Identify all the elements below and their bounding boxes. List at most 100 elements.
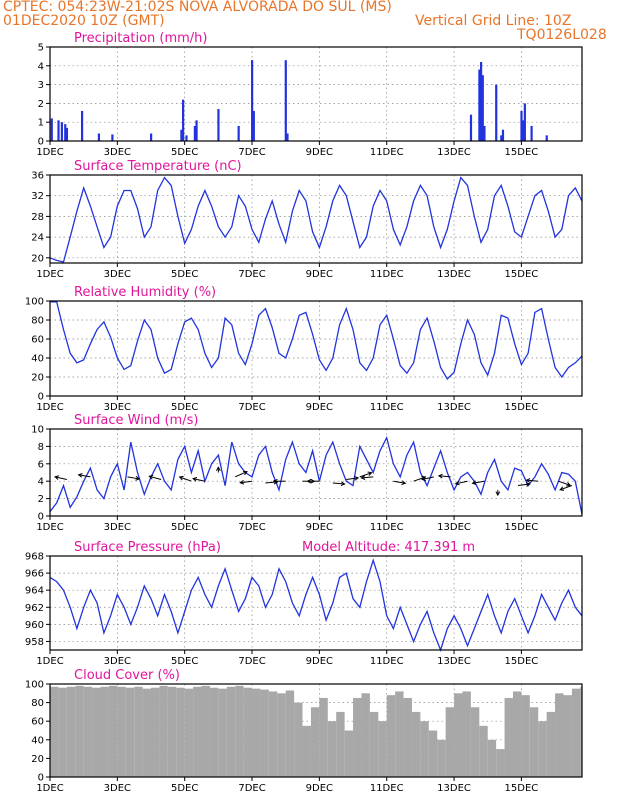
humidity-ytick-label: 80 — [31, 316, 44, 327]
cloud-bar — [369, 711, 379, 777]
humidity-xtick-label: 7DEC — [238, 402, 265, 413]
precipitation-title: Precipitation (mm/h) — [74, 31, 207, 46]
precip-bar — [286, 133, 289, 141]
wind-arrow — [526, 479, 539, 482]
precip-bar — [545, 135, 548, 141]
wind-arrow-head — [215, 466, 221, 472]
wind-xtick-label: 13DEC — [437, 522, 471, 533]
precip-bar — [180, 129, 183, 141]
cloud-bar — [580, 686, 582, 777]
pressure-ytick-label: 966 — [25, 569, 44, 580]
precipitation-ytick-label: 3 — [38, 80, 44, 91]
temperature-panel: 20 24 28 32 36 1DEC 3DEC 5DEC 7DEC 9DEC 11DEC 13DEC… — [31, 159, 583, 280]
cloud-bar — [167, 686, 177, 777]
humidity-line — [50, 301, 583, 380]
pressure-xtick-label: 5DEC — [171, 656, 198, 667]
cloud-bar — [512, 691, 522, 777]
cloud-cover-ytick-label: 80 — [31, 698, 44, 709]
humidity-ytick-label: 0 — [38, 392, 44, 403]
precip-bar — [237, 125, 240, 141]
cloud-bar — [50, 686, 59, 777]
temperature-line — [49, 176, 583, 263]
cloud-bar — [58, 687, 67, 777]
precip-bar — [80, 110, 84, 141]
temperature-xtick-label: 7DEC — [238, 269, 265, 280]
wind-arrow — [559, 485, 573, 491]
pressure-ytick-label: 962 — [25, 603, 44, 614]
cloud-bar — [504, 697, 513, 777]
precipitation-xtick-label: 9DEC — [306, 147, 333, 158]
cloud-bar — [395, 691, 404, 777]
cloud-bar — [302, 725, 311, 777]
pressure-line — [49, 558, 583, 652]
wind-arrow — [179, 476, 192, 482]
wind-arrow-head — [54, 475, 60, 480]
wind-arrow-head — [367, 471, 373, 476]
precip-bar — [530, 125, 533, 141]
pressure-ytick-label: 960 — [25, 620, 44, 631]
cloud-cover-xtick-label: 5DEC — [171, 783, 198, 794]
wind-arrow — [558, 480, 571, 486]
cloud-bar — [437, 739, 446, 777]
temperature-xtick-label: 9DEC — [306, 269, 333, 280]
precipitation-xtick-label: 11DEC — [370, 147, 404, 158]
precip-bar — [500, 135, 503, 141]
cloud-bar — [83, 686, 93, 777]
temperature-xtick-label: 15DEC — [505, 269, 539, 280]
wind-xtick-label: 9DEC — [306, 522, 333, 533]
precipitation-xtick-label: 13DEC — [437, 147, 471, 158]
model-id: TQ0126L028 — [517, 27, 607, 43]
precip-bar — [217, 109, 220, 141]
temperature-frame — [49, 174, 583, 264]
pressure-xtick-label: 11DEC — [370, 656, 404, 667]
precip-bar — [483, 125, 486, 141]
wind-arrow — [421, 476, 434, 480]
humidity-xtick-label: 11DEC — [370, 402, 404, 413]
cloud-bar — [411, 711, 421, 777]
wind-arrow-head — [525, 482, 531, 487]
precip-bar — [57, 120, 60, 141]
humidity-xtick-label: 3DEC — [104, 402, 131, 413]
pressure-ytick-label: 958 — [25, 637, 44, 648]
temperature-xtick-label: 3DEC — [104, 269, 131, 280]
cloud-bar — [125, 687, 135, 777]
cloud-bar — [243, 687, 253, 777]
grid-line-note: Vertical Grid Line: 10Z — [415, 13, 572, 29]
precip-bar — [50, 118, 53, 141]
cloud-bar — [353, 697, 362, 777]
cloud-cover-ytick-label: 60 — [31, 717, 44, 728]
cloud-bar — [66, 686, 76, 777]
humidity-ytick-label: 20 — [31, 373, 44, 384]
cloud-bar — [319, 697, 328, 777]
wind-arrow — [346, 477, 359, 480]
precipitation-ytick-label: 2 — [38, 99, 44, 110]
precipitation-xtick-label: 5DEC — [171, 147, 198, 158]
cloud-bar — [470, 707, 480, 777]
pressure-ytick-label: 968 — [25, 552, 44, 563]
cloud-bar — [479, 725, 488, 777]
precip-bar — [522, 120, 525, 141]
temperature-xtick-label: 5DEC — [171, 269, 198, 280]
wind-arrow — [472, 480, 485, 484]
precipitation-ytick-label: 5 — [38, 43, 44, 54]
precipitation-ytick-label: 1 — [38, 118, 44, 129]
temperature-ytick-label: 24 — [31, 233, 44, 244]
cloud-bar — [487, 739, 497, 777]
precipitation-xtick-label: 1DEC — [36, 147, 63, 158]
precip-bar — [284, 60, 287, 141]
cloud-bar — [420, 721, 429, 777]
station-header: CPTEC: 054:23W-21:02S NOVA ALVORADA DO S… — [3, 0, 392, 15]
pressure-xtick-label: 13DEC — [437, 656, 471, 667]
precip-bar — [60, 122, 63, 141]
wind-arrow-head — [354, 475, 360, 481]
cloud-bar — [151, 687, 160, 777]
precipitation-ytick-label: 4 — [38, 61, 44, 72]
cloud-cover-xtick-label: 9DEC — [306, 783, 333, 794]
humidity-xtick-label: 5DEC — [171, 402, 198, 413]
cloud-bar — [176, 687, 185, 777]
cloud-bar — [344, 730, 354, 777]
wind-arrow — [54, 476, 67, 480]
pressure-ytick-label: 964 — [25, 586, 44, 597]
cloud-bar — [454, 693, 463, 777]
